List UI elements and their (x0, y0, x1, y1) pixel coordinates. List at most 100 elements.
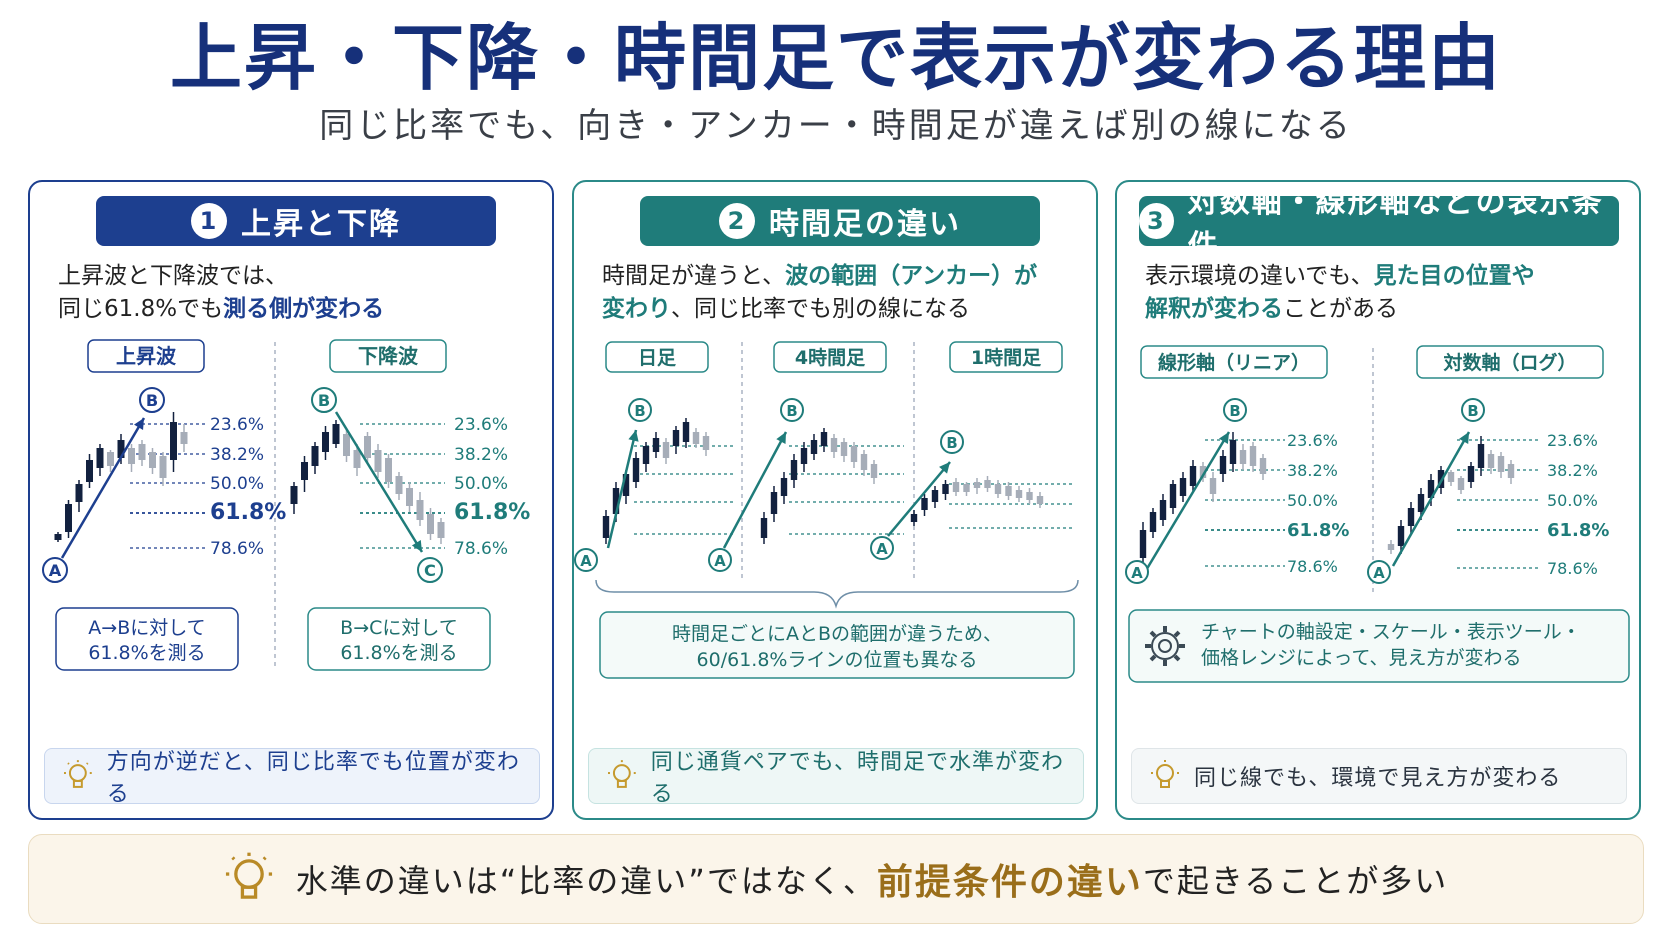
desc-text: 上昇波と下降波では、 (58, 263, 288, 289)
desc-highlight: 解釈が変わる (1145, 296, 1283, 322)
wave-arrow (1143, 431, 1231, 573)
candle-body (702, 436, 710, 450)
fib-label: 38.2% (210, 445, 264, 465)
page-title: 上昇・下降・時間足で表示が変わる理由 (169, 16, 1502, 100)
note-fall-line2: 61.8%を測る (340, 642, 457, 664)
tip-box: 方向が逆だと、同じ比率でも位置が変わる (44, 748, 540, 807)
note-box (1128, 609, 1630, 683)
arrow-head (1218, 432, 1229, 444)
desc-text: 時間足が違うと、 (602, 263, 786, 289)
tip-text: 同じ線でも、環境で見え方が変わる (1194, 766, 1562, 791)
point-marker (1367, 560, 1391, 584)
candle-body (1387, 544, 1395, 550)
desc-text: 同じ61.8%でも (58, 296, 224, 322)
candle-body (374, 450, 382, 472)
candle-body (682, 422, 690, 442)
axis-tag-box (1416, 345, 1604, 379)
note-box (307, 607, 491, 671)
point-marker (574, 548, 598, 572)
desc-highlight: 変わり (602, 296, 671, 322)
candle-body (1467, 466, 1475, 482)
desc-text: 、同じ比率でも別の線になる (671, 296, 970, 322)
candle-body (1139, 530, 1147, 558)
candle-body (910, 514, 918, 522)
tf-tag-4h: 4時間足 (795, 347, 866, 369)
candle-body (1026, 492, 1033, 500)
point-label: A (876, 540, 888, 558)
candle-body (385, 458, 392, 482)
fib-label: 50.0% (1547, 491, 1598, 510)
point-marker (417, 557, 443, 583)
wave-arrow (722, 431, 788, 549)
point-marker (42, 557, 68, 583)
panel-title: 時間足の違い (769, 207, 961, 242)
desc-text: ことがある (1283, 296, 1398, 322)
panel-title-banner: 2 時間足の違い (640, 196, 1040, 246)
panel-timeframe: 2 時間足の違い 時間足が違うと、波の範囲（アンカー）が 変わり、同じ比率でも別… (572, 180, 1098, 820)
candle-body (1249, 446, 1257, 466)
candle-body (1036, 496, 1044, 504)
candle-body (159, 456, 167, 478)
footer-text: で起きることが多い (1142, 862, 1449, 900)
candle-body (662, 442, 670, 458)
panel-number: 2 (719, 203, 755, 239)
fib-label: 61.8% (454, 500, 530, 525)
brace (595, 579, 1079, 609)
point-marker (708, 548, 732, 572)
candle-body (810, 440, 818, 454)
candle-body (692, 432, 700, 444)
note-axis-line2: 価格レンジによって、見え方が変わる (1201, 647, 1522, 669)
candle-body (760, 518, 768, 538)
candle-body (290, 486, 298, 504)
arrow-head (1459, 432, 1469, 444)
note-box (599, 611, 1075, 679)
candle-body (770, 492, 778, 514)
wave-tag-box (329, 339, 447, 373)
wave-arrow (606, 429, 638, 549)
candle-body (612, 488, 620, 514)
gear-icon (1145, 626, 1185, 666)
candle-body (1005, 486, 1012, 496)
note-tf-line1: 時間足ごとにAとBの範囲が違うため、 (672, 623, 1002, 645)
point-marker (628, 398, 652, 422)
candle-body (994, 484, 1002, 494)
candle-body (364, 436, 371, 458)
candle-body (322, 432, 329, 452)
candle-body (840, 442, 848, 456)
candle-body (1159, 500, 1167, 520)
candle-body (1219, 456, 1227, 474)
lightbulb-icon (1151, 760, 1179, 788)
panel-number: 1 (191, 203, 227, 239)
desc-highlight: 波の範囲（アンカー）が (785, 263, 1038, 289)
candle-body (332, 424, 340, 444)
candle-body (1015, 490, 1023, 498)
candle-body (984, 480, 991, 488)
candle-body (931, 490, 939, 502)
wave-tag-fall: 下降波 (358, 344, 419, 368)
daily-chart: AB (574, 398, 734, 572)
candle-body (870, 464, 878, 478)
note-fall-line1: B→Cに対して (340, 617, 458, 639)
tip-text: 方向が逆だと、同じ比率でも位置が変わる (106, 750, 520, 807)
fib-label: 78.6% (1287, 557, 1338, 576)
fib-label: 78.6% (1547, 559, 1598, 578)
candle-body (1189, 466, 1197, 486)
fib-label: 50.0% (210, 474, 264, 494)
panel-title: 上昇と下降 (241, 207, 401, 242)
candle-body (632, 458, 640, 482)
candle-body (353, 450, 361, 468)
candle-body (1179, 478, 1187, 496)
candle-body (830, 438, 838, 452)
candle-body (622, 474, 630, 496)
lightbulb-icon (225, 852, 272, 899)
point-marker (780, 398, 804, 422)
point-marker (1461, 398, 1485, 422)
candle-body (952, 482, 960, 492)
candle-body (1427, 480, 1435, 498)
candle-body (860, 454, 868, 470)
candle-body (1169, 484, 1177, 508)
linear-chart: 23.6% 38.2% 50.0% 61.8% 78.6% A B (1125, 398, 1349, 584)
tf-tag-1h: 1時間足 (971, 347, 1042, 369)
desc-highlight: 見た目の位置や (1373, 263, 1535, 289)
lightbulb-icon (63, 760, 92, 788)
